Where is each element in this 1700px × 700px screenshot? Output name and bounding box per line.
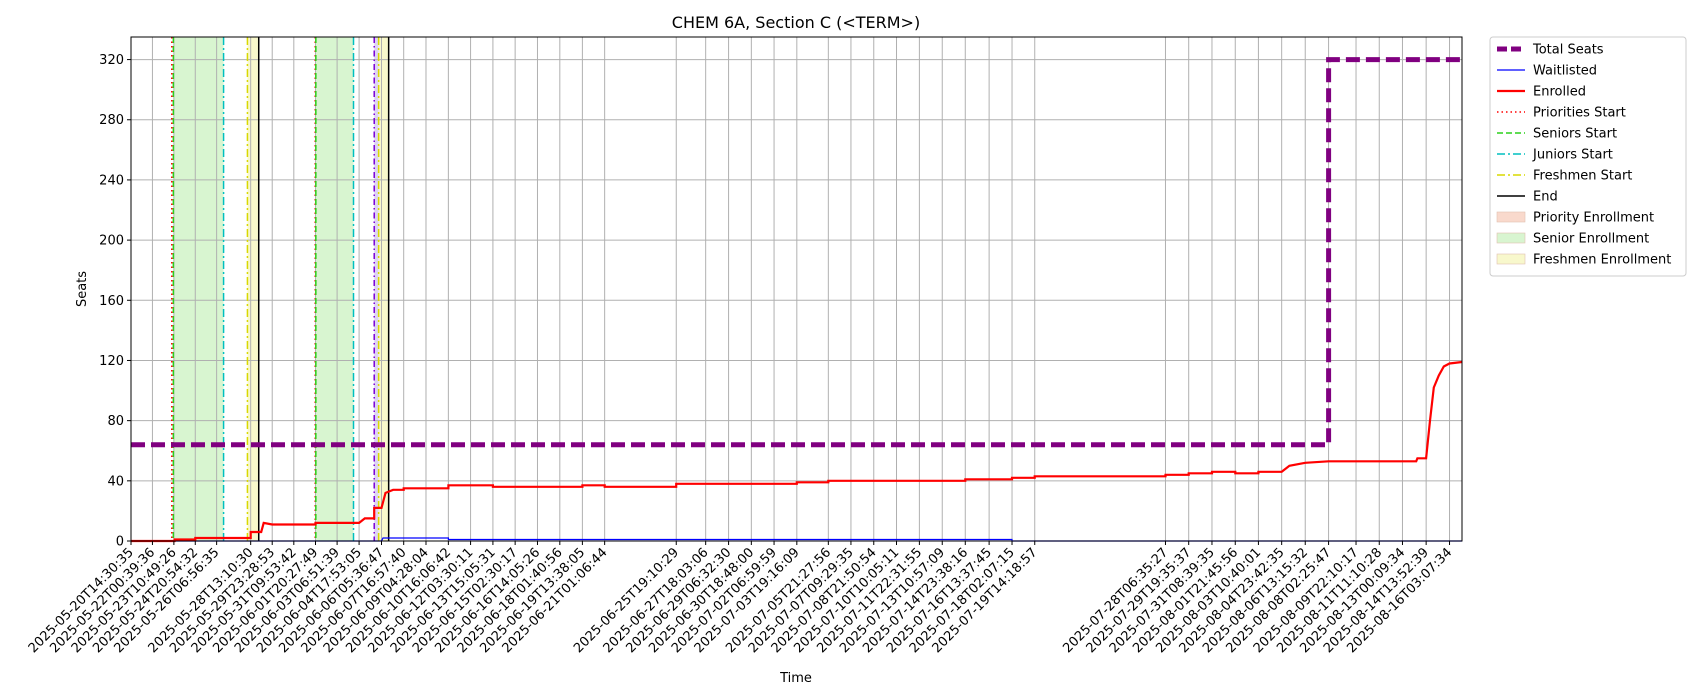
y-tick-label: 240 <box>99 173 124 188</box>
legend-swatch <box>1496 211 1526 223</box>
y-tick-label: 0 <box>116 535 124 550</box>
x-axis-title: Time <box>779 671 812 686</box>
y-tick-label: 120 <box>99 354 124 369</box>
legend-label: Freshmen Start <box>1533 169 1632 184</box>
enrollment-span <box>173 37 224 541</box>
legend-label: Waitlisted <box>1533 64 1597 79</box>
legend-label: Total Seats <box>1532 43 1604 58</box>
legend-swatch <box>1496 253 1526 265</box>
y-tick-label: 40 <box>107 474 124 489</box>
legend-label: End <box>1533 190 1558 205</box>
legend-box <box>1489 36 1687 277</box>
y-tick-label: 280 <box>99 113 124 128</box>
legend-label: Priority Enrollment <box>1533 211 1654 226</box>
legend-label: Seniors Start <box>1533 127 1617 142</box>
y-tick-label: 80 <box>107 414 124 429</box>
legend-label: Priorities Start <box>1533 106 1626 121</box>
enrollment-span <box>315 37 354 541</box>
enrollment-span <box>378 37 389 541</box>
y-tick-label: 160 <box>99 294 124 309</box>
y-tick-label: 320 <box>99 53 124 68</box>
series-line-total-seats <box>131 57 1462 448</box>
period-markers <box>171 37 390 541</box>
y-axis-title: Seats <box>75 271 90 307</box>
legend-label: Enrolled <box>1533 85 1586 100</box>
legend-swatch <box>1496 232 1526 244</box>
chart-title: CHEM 6A, Section C (<TERM>) <box>672 13 920 32</box>
legend: Total Seats Waitlisted Enrolled Priorities … <box>1489 36 1687 277</box>
enrollment-span <box>374 37 379 541</box>
y-axis-ticks: 0 40 80 120 160 200 240 280 320 <box>99 53 131 550</box>
legend-label: Freshmen Enrollment <box>1533 253 1671 268</box>
enrollment-span <box>353 37 375 541</box>
series-line-enrolled <box>131 360 1463 543</box>
x-axis-ticks: 2025-05-20T14:30:352025-05-22T00:39:3620… <box>26 541 1455 656</box>
legend-label: Juniors Start <box>1532 148 1613 163</box>
y-tick-label: 200 <box>99 234 124 249</box>
legend-label: Senior Enrollment <box>1533 232 1649 247</box>
enrollment-span <box>247 37 259 541</box>
